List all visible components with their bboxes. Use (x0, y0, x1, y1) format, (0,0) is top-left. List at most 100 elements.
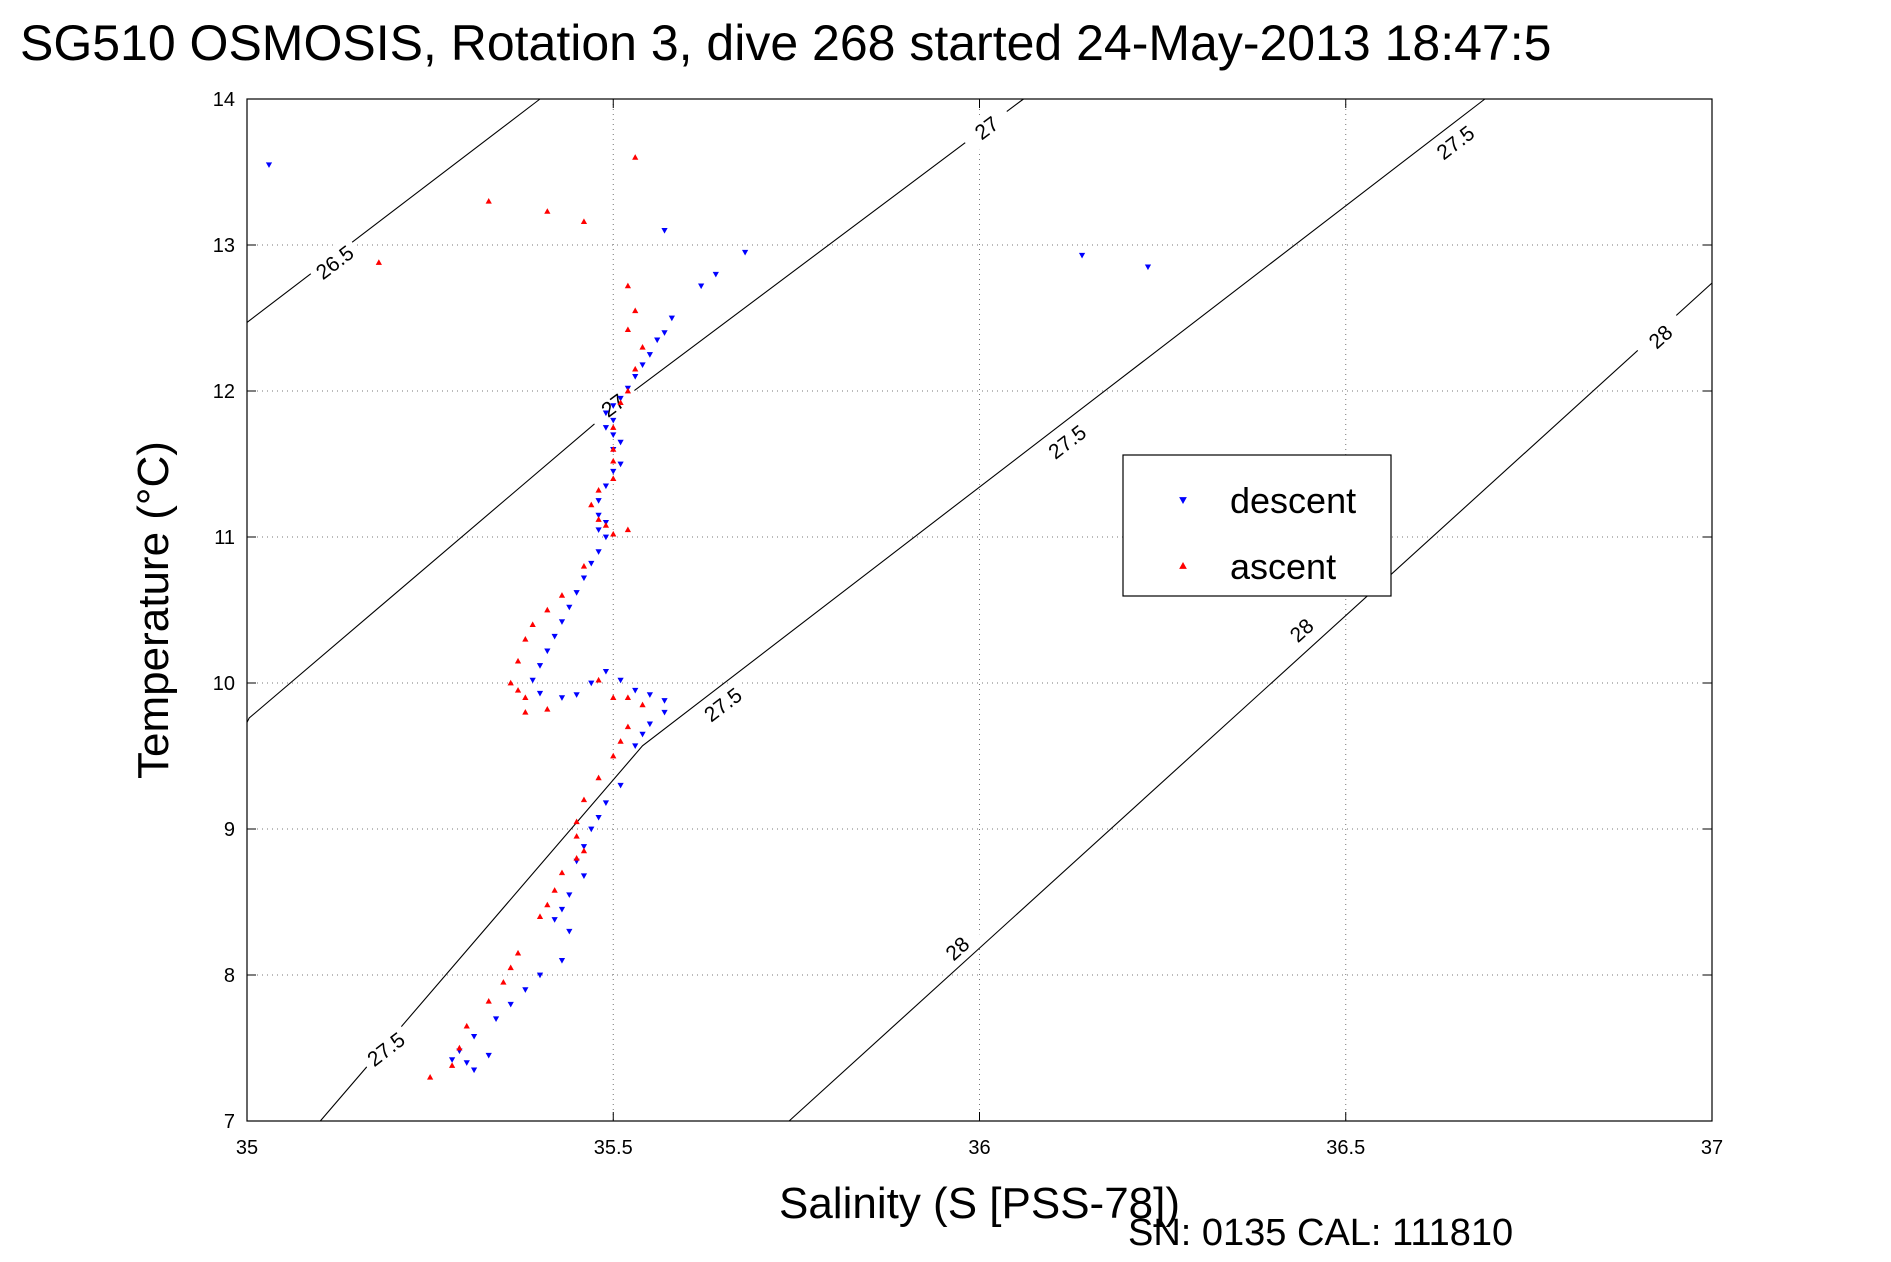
descent-point (551, 633, 558, 640)
ascent-point (639, 343, 646, 350)
ascent-point (544, 706, 551, 712)
descent-point (654, 337, 661, 344)
contour-label-bg (929, 921, 986, 976)
ascent-point (624, 723, 632, 730)
descent-point (580, 844, 588, 850)
ascent-point (624, 282, 632, 289)
contour-line (319, 98, 1486, 1122)
descent-point (507, 1001, 514, 1008)
descent-point (617, 395, 624, 402)
descent-point (602, 800, 610, 806)
contour-label-bg (357, 1023, 415, 1076)
grid (247, 99, 1712, 1121)
ascent-point (617, 738, 624, 744)
descent-point (558, 695, 566, 701)
contour-line (788, 282, 1713, 1122)
descent-point (741, 249, 749, 256)
contour-label-bg (694, 678, 752, 732)
ascent-point (610, 530, 617, 537)
x-axis-label: Salinity (S [PSS-78]) (779, 1179, 1180, 1228)
descent-point (448, 1057, 456, 1063)
ascent-point (456, 1044, 463, 1051)
descent-point (492, 1016, 500, 1023)
ascent-point (573, 833, 580, 839)
descent-point (536, 972, 544, 979)
descent-point (602, 668, 610, 675)
contour-label-bg (1427, 116, 1485, 169)
ascent-point (624, 694, 632, 700)
ascent-point (610, 752, 617, 759)
descent-point (602, 534, 610, 541)
ascent-point (514, 949, 522, 956)
descent-point (610, 417, 617, 424)
ascent-point (427, 1073, 434, 1080)
y-tick-label: 12 (213, 381, 235, 403)
descent-point (617, 461, 624, 468)
descent-point (646, 692, 653, 698)
ascent-point (544, 901, 551, 908)
x-tick-label: 37 (1701, 1137, 1723, 1159)
legend-marker-descent (1179, 497, 1187, 505)
descent-point (536, 663, 544, 669)
ascent-point (522, 708, 529, 715)
ascent-point (529, 621, 536, 627)
ascent-point (485, 998, 492, 1004)
data-points (265, 154, 1152, 1080)
ascent-point (536, 913, 544, 919)
descent-point (661, 698, 668, 704)
descent-point (551, 917, 558, 923)
ascent-point (522, 635, 529, 642)
ascent-point (595, 676, 602, 683)
contour-label-bg (958, 102, 1016, 155)
descent-point (580, 575, 588, 582)
y-tick-label: 14 (213, 89, 235, 111)
descent-point (463, 1060, 470, 1066)
y-tick-label: 10 (213, 673, 235, 695)
y-tick-label: 8 (224, 965, 235, 987)
descent-point (661, 228, 668, 234)
descent-point (595, 527, 602, 533)
descent-point (639, 362, 646, 368)
serial-calibration-note: SN: 0135 CAL: 111810 (1128, 1212, 1513, 1254)
legend-box (1122, 454, 1392, 597)
ascent-point (632, 365, 639, 372)
ascent-point (485, 197, 492, 204)
ascent-point (522, 694, 529, 700)
descent-point (639, 731, 646, 738)
ascent-point (624, 387, 632, 394)
contour-line (246, 98, 541, 323)
contour-label-bg (1632, 309, 1689, 365)
descent-point (617, 677, 624, 684)
descent-point (558, 619, 566, 625)
descent-point (580, 873, 588, 879)
descent-point (588, 680, 595, 687)
ascent-point (632, 154, 639, 160)
descent-point (522, 987, 529, 993)
descent-point (566, 928, 573, 935)
legend: descent ascent (1122, 454, 1392, 597)
descent-point (602, 425, 610, 431)
descent-point (1078, 252, 1086, 259)
ascent-point (507, 964, 514, 971)
x-tick-label: 35.5 (594, 1137, 633, 1159)
descent-point (544, 648, 551, 655)
descent-point (661, 330, 668, 336)
descent-point (632, 687, 639, 694)
ascent-point (544, 606, 551, 613)
descent-point (595, 549, 602, 555)
ascent-point (595, 774, 602, 781)
ascent-point (558, 592, 566, 598)
descent-point (602, 483, 610, 490)
descent-point (265, 162, 273, 168)
ascent-point (514, 657, 522, 664)
ascent-point (580, 562, 588, 569)
ascent-point (514, 687, 522, 693)
descent-point (485, 1052, 492, 1059)
descent-point (668, 315, 675, 322)
ascent-point (610, 446, 617, 452)
ascent-point (551, 887, 558, 893)
contour-label-bg (1038, 415, 1096, 469)
ascent-point (639, 701, 646, 708)
descent-point (536, 690, 544, 697)
